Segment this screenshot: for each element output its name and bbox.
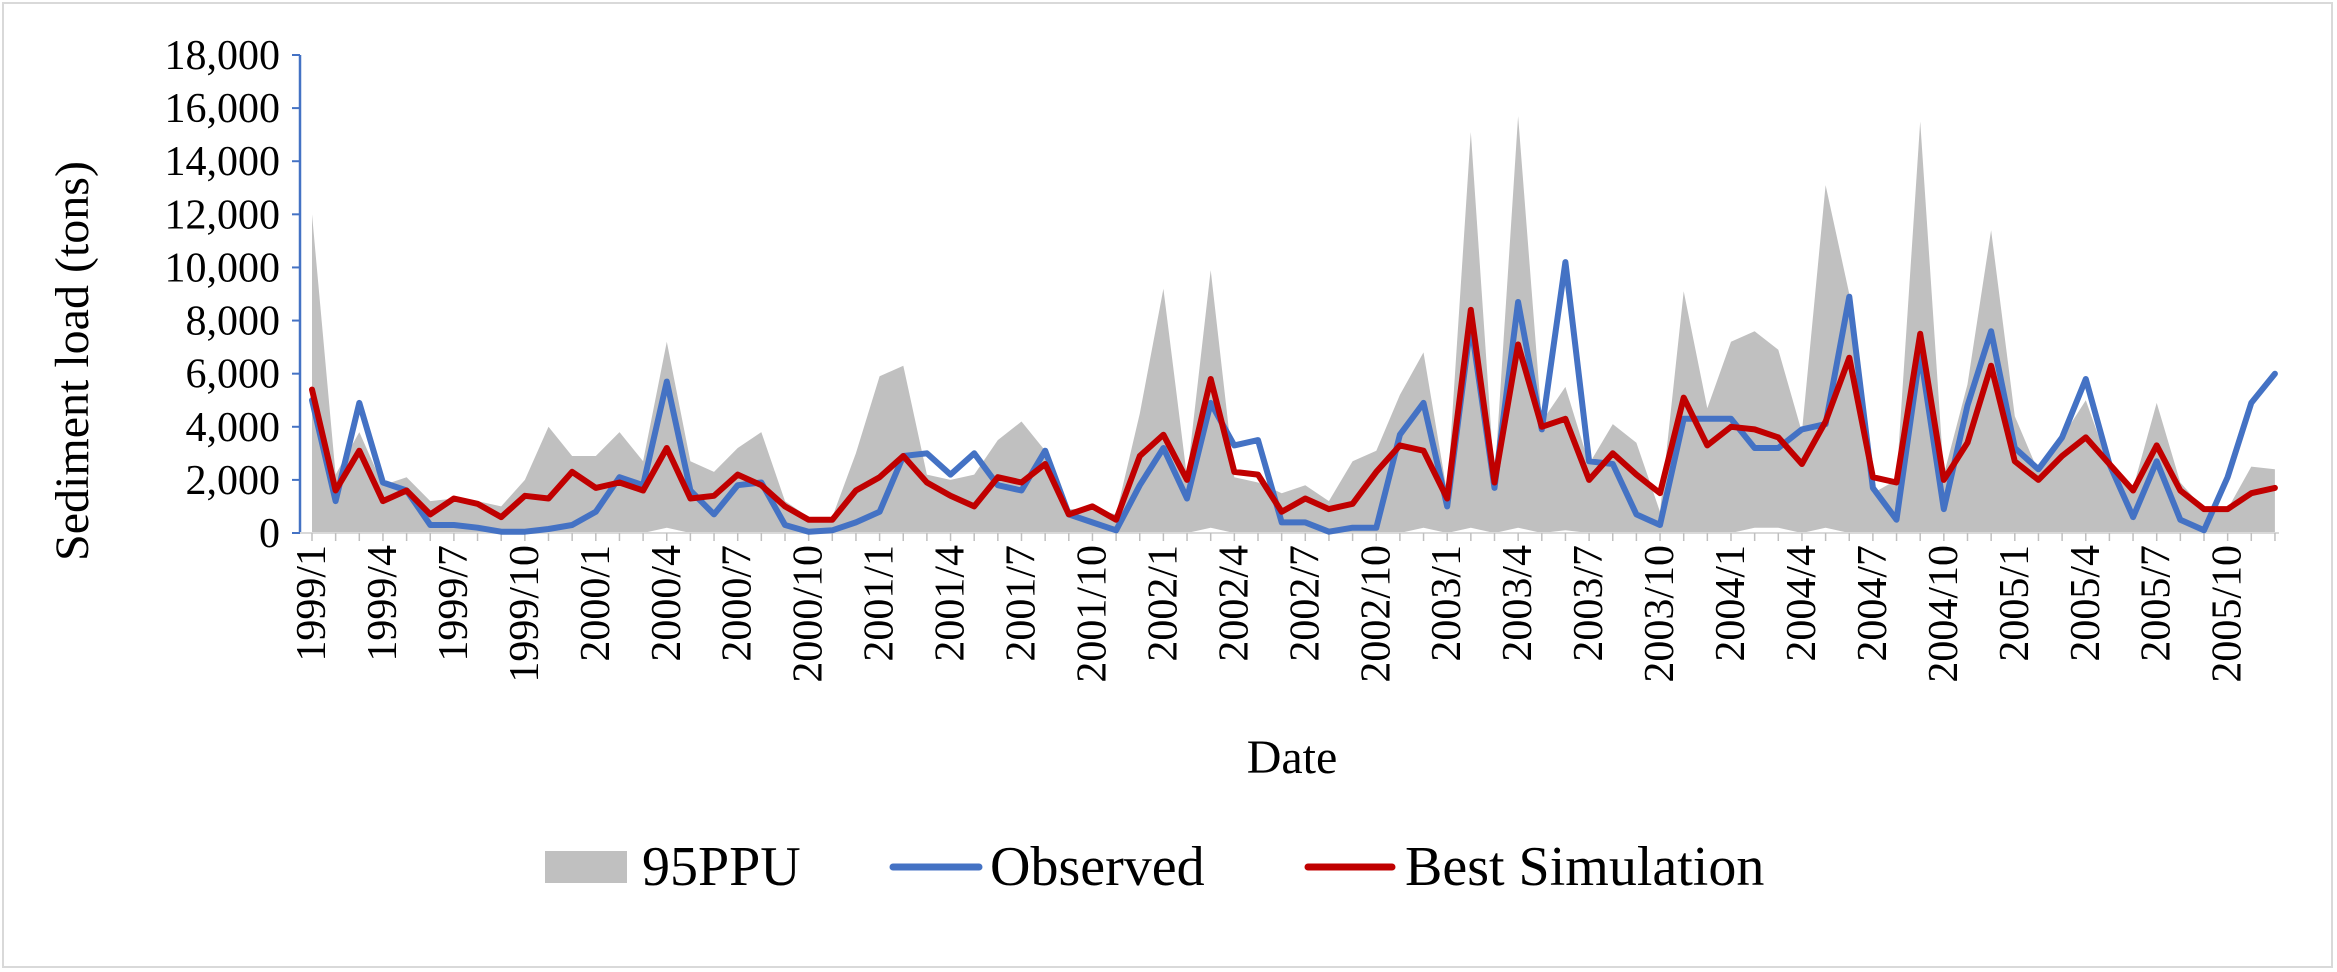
y-tick-label: 10,000 [165,245,281,291]
x-tick-label: 2004/1 [1708,545,1754,662]
x-tick-label: 2003/10 [1637,545,1683,683]
x-tick-label: 2003/4 [1495,545,1541,662]
y-tick-label: 6,000 [186,352,281,398]
x-tick-label: 2000/10 [786,545,832,683]
y-tick-label: 14,000 [165,139,281,185]
observed-series-line [309,259,2278,535]
x-axis: 1999/1 1999/4 1999/7 1999/10 2000/1 2000/4 200… [289,532,2279,683]
x-tick-label: 2002/1 [1140,545,1186,662]
legend-label-observed: Observed [990,836,1205,898]
y-tick-label: 8,000 [186,299,281,345]
x-tick-label: 1999/1 [289,545,335,662]
y-tick-label: 4,000 [186,405,281,451]
x-tick-label: 2001/1 [857,545,903,662]
x-tick-label: 2000/7 [715,545,761,662]
x-tick-label: 2005/7 [2134,545,2180,662]
x-tick-label: 2003/1 [1424,545,1470,662]
x-tick-label: 2001/4 [928,545,974,662]
x-tick-label: 2005/1 [1992,545,2038,662]
legend-label-95ppu: 95PPU [642,836,801,898]
legend-swatch-95ppu [545,851,627,883]
x-tick-label: 2005/10 [2205,545,2251,683]
y-axis: 0 2,000 4,000 6,000 8,000 10,000 12,000 14,000 1… [165,33,302,557]
x-tick-label: 1999/10 [502,545,548,683]
x-axis-title: Date [1247,731,1338,784]
x-tick-label: 2004/7 [1850,545,1896,662]
x-tick-label: 2001/10 [1069,545,1115,683]
y-tick-label: 2,000 [186,458,281,504]
y-tick-label: 12,000 [165,192,281,238]
x-tick-label: 2002/10 [1353,545,1399,683]
x-tick-label: 2000/4 [644,545,690,662]
legend: 95PPU Observed Best Simulation [545,836,1764,898]
ppu-band-layer [312,116,2275,533]
y-tick-label: 18,000 [165,33,281,79]
x-tick-label: 2002/7 [1282,545,1328,662]
x-tick-label: 1999/7 [431,545,477,662]
x-tick-label: 2002/4 [1211,545,1257,662]
legend-label-best-simulation: Best Simulation [1405,836,1764,898]
x-tick-label: 2000/1 [573,545,619,662]
best-simulation-series-line [309,306,2278,523]
x-tick-label: 2004/10 [1921,545,1967,683]
y-axis-title: Sediment load (tons) [46,161,99,561]
x-tick-label: 2004/4 [1779,545,1825,662]
x-tick-label: 2005/4 [2063,545,2109,662]
series-lines-layer [309,259,2278,535]
x-tick-label: 1999/4 [360,545,406,662]
ppu-band-area [312,116,2275,533]
x-tick-label: 2003/7 [1566,545,1612,662]
y-tick-label: 0 [259,511,280,557]
x-tick-label: 2001/7 [999,545,1045,662]
y-tick-label: 16,000 [165,86,281,132]
